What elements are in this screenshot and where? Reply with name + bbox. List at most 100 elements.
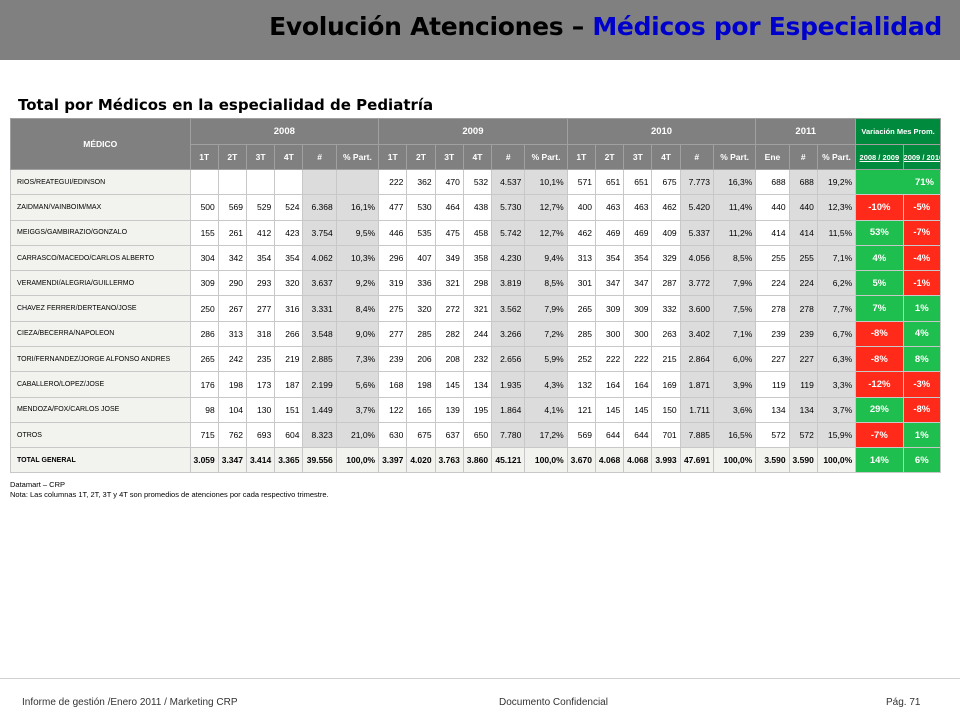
y2010-cell: 287 — [651, 270, 681, 297]
y2009-cell: 168 — [378, 371, 408, 398]
y2011-cell: 278 — [788, 295, 818, 322]
variation-2009-2010: -7% — [902, 219, 942, 246]
y2008-cell: 569 — [217, 194, 248, 221]
y2009-cell: 3.266 — [491, 320, 526, 348]
y2011-cell: 7,7% — [816, 295, 857, 322]
variation-2008-2009: 53% — [855, 219, 904, 246]
y2009-cell: 532 — [462, 168, 493, 196]
y2008-cell: 8.323 — [302, 421, 337, 449]
table-row: CHAVEZ FERRER/DERTEANO/JOSE 250 267 277 316 3… — [10, 295, 942, 322]
y2009-cell: 349 — [434, 244, 464, 272]
y2010-cell: 462 — [566, 219, 596, 246]
y2011-cell: 119 — [788, 371, 818, 398]
y2011-cell: 6,2% — [816, 270, 857, 297]
y2010-cell: 4.056 — [679, 244, 714, 272]
y2009-cell: 362 — [406, 168, 436, 196]
y2010-cell: 400 — [566, 194, 596, 221]
y2009-cell: 277 — [378, 320, 408, 348]
y2009-cell: 12,7% — [524, 219, 568, 246]
table-row: MENDOZA/FOX/CARLOS JOSE 98 104 130 151 1.449 3… — [10, 396, 942, 423]
header-2010-col-5: % Part. — [712, 144, 757, 170]
medico-name: ZAIDMAN/VAINBOIM/MAX — [10, 194, 191, 221]
y2009-cell: 2.656 — [491, 346, 526, 373]
y2008-cell: 2.885 — [302, 346, 337, 373]
y2008-cell — [189, 168, 219, 196]
y2008-cell: 277 — [245, 295, 276, 322]
y2008-cell: 354 — [274, 244, 304, 272]
y2009-cell: 239 — [378, 346, 408, 373]
y2010-cell: 145 — [623, 396, 653, 423]
y2011-cell: 15,9% — [816, 421, 857, 449]
y2010-cell: 644 — [623, 421, 653, 449]
variation-2009-2010: -3% — [902, 371, 942, 398]
y2010-cell: 569 — [566, 421, 596, 449]
variation-2008-2009: -7% — [855, 421, 904, 449]
y2009-cell: 321 — [434, 270, 464, 297]
y2011-cell: 6,7% — [816, 320, 857, 348]
y2011-cell: 255 — [755, 244, 790, 272]
y2009-cell: 10,1% — [524, 168, 568, 196]
y2008-cell: 3.548 — [302, 320, 337, 348]
variation-2009-2010: 1% — [902, 421, 942, 449]
medico-name: CARRASCO/MACEDO/CARLOS ALBERTO — [10, 244, 191, 272]
y2010-cell: 4.068 — [623, 447, 653, 474]
y2009-cell: 8,5% — [524, 270, 568, 297]
variation-2009-2010: -8% — [902, 396, 942, 423]
y2008-cell: 5,6% — [335, 371, 380, 398]
footer-page-number: Pág. 71 — [886, 697, 921, 708]
y2009-cell: 244 — [462, 320, 493, 348]
y2009-cell: 285 — [406, 320, 436, 348]
y2009-cell: 45.121 — [491, 447, 526, 474]
footer-divider — [0, 678, 960, 679]
variation-2009-2010: 1% — [902, 295, 942, 322]
y2008-cell: 104 — [217, 396, 248, 423]
y2010-cell: 354 — [623, 244, 653, 272]
y2010-cell: 2.864 — [679, 346, 714, 373]
y2010-cell: 8,5% — [712, 244, 757, 272]
title-accent: Médicos por Especialidad — [592, 12, 942, 41]
y2009-cell: 438 — [462, 194, 493, 221]
table-row: RIOS/REATEGUI/EDINSON 222 362 470 532 4.537 10… — [10, 168, 941, 196]
y2010-cell: 169 — [651, 371, 681, 398]
y2009-cell: 5.730 — [491, 194, 526, 221]
y2011-cell: 12,3% — [816, 194, 857, 221]
y2008-cell: 98 — [189, 396, 219, 423]
y2011-cell: 3.590 — [788, 447, 818, 474]
header-2009-col-5: % Part. — [524, 144, 568, 170]
variation-2008-2009: 14% — [855, 447, 904, 474]
y2009-cell: 134 — [462, 371, 493, 398]
y2009-cell: 12,7% — [524, 194, 568, 221]
header-year-2011: 2011 — [755, 118, 857, 145]
y2011-cell: 239 — [755, 320, 790, 348]
y2010-cell: 5.337 — [679, 219, 714, 246]
y2008-cell: 250 — [189, 295, 219, 322]
y2011-cell: 119 — [755, 371, 790, 398]
y2010-cell: 300 — [594, 320, 625, 348]
y2010-cell: 3,9% — [712, 371, 757, 398]
y2011-cell: 227 — [755, 346, 790, 373]
y2010-cell: 164 — [594, 371, 625, 398]
y2010-cell: 3,6% — [712, 396, 757, 423]
y2009-cell: 4,3% — [524, 371, 568, 398]
y2011-cell: 572 — [755, 421, 790, 449]
header-2010-col-1: 2T — [594, 144, 625, 170]
y2008-cell: 423 — [274, 219, 304, 246]
medico-name: TORI/FERNANDEZ/JORGE ALFONSO ANDRES — [10, 346, 191, 373]
y2008-cell: 500 — [189, 194, 219, 221]
y2008-cell: 21,0% — [335, 421, 380, 449]
y2011-cell: 3,3% — [816, 371, 857, 398]
y2010-cell: 347 — [594, 270, 625, 297]
y2009-cell: 3.763 — [434, 447, 464, 474]
y2010-cell: 651 — [623, 168, 653, 196]
medico-name: RIOS/REATEGUI/EDINSON — [10, 168, 191, 196]
y2009-cell: 298 — [462, 270, 493, 297]
y2010-cell: 409 — [651, 219, 681, 246]
variation-2009-2010: -5% — [902, 194, 942, 221]
y2009-cell: 336 — [406, 270, 436, 297]
y2008-cell: 265 — [189, 346, 219, 373]
y2008-cell: 412 — [245, 219, 276, 246]
header-2008-col-0: 1T — [189, 144, 219, 170]
y2010-cell: 469 — [594, 219, 625, 246]
y2010-cell: 5.420 — [679, 194, 714, 221]
y2008-cell: 100,0% — [335, 447, 380, 474]
